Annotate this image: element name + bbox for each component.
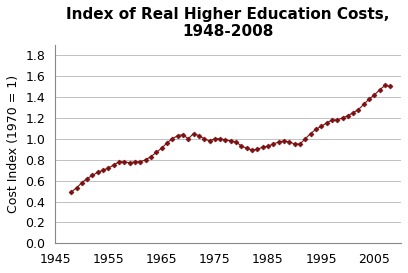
Title: Index of Real Higher Education Costs,
1948-2008: Index of Real Higher Education Costs, 19… — [67, 7, 390, 39]
Y-axis label: Cost Index (1970 = 1): Cost Index (1970 = 1) — [7, 75, 20, 213]
